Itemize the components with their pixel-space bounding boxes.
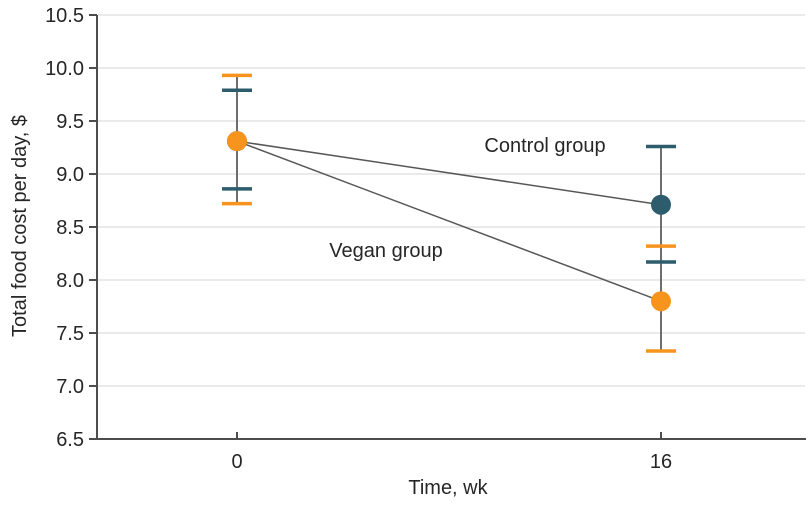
data-point-control-group-wk16 (651, 194, 671, 215)
y-tick-label-6.5: 6.5 (56, 429, 84, 451)
data-point-vegan-group-wk0 (227, 131, 247, 152)
y-axis-title: Total food cost per day, $ (9, 115, 31, 337)
series-label-control-group: Control group (484, 135, 605, 157)
x-tick-label-16: 16 (650, 451, 672, 473)
x-tick-label-0: 0 (231, 451, 242, 473)
data-point-vegan-group-wk16 (651, 291, 671, 312)
y-tick-label-7.0: 7.0 (56, 376, 84, 398)
series-line-vegan-group (236, 140, 662, 302)
y-tick-label-9.0: 9.0 (56, 164, 84, 186)
y-tick-label-10.0: 10.0 (45, 58, 84, 80)
y-tick-label-8.0: 8.0 (56, 270, 84, 292)
chart-plot-area: 10.5 10.0 9.5 9.0 8.5 8.0 7.5 7.0 6.5 0 16 (45, 5, 806, 473)
series-line-control-group (236, 140, 662, 206)
y-tick-label-10.5: 10.5 (45, 5, 84, 27)
y-tick-label-9.5: 9.5 (56, 111, 84, 133)
series-label-vegan-group: Vegan group (329, 240, 442, 262)
y-tick-label-7.5: 7.5 (56, 323, 84, 345)
y-tick-label-8.5: 8.5 (56, 217, 84, 239)
x-axis-title: Time, wk (408, 477, 488, 499)
